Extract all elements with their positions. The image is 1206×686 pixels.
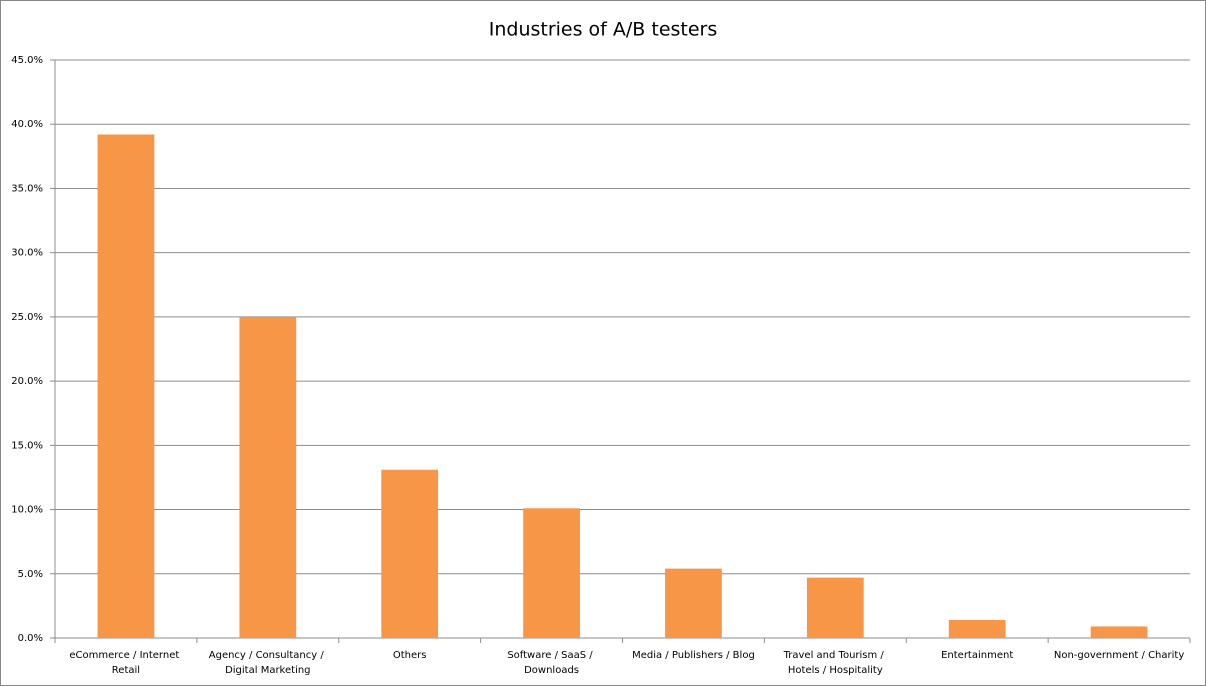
y-tick-label: 45.0% [11,55,43,66]
bar [665,568,722,638]
y-tick-label: 35.0% [11,183,43,194]
y-tick-label: 20.0% [11,376,43,387]
x-tick-label: Others [393,650,427,661]
y-tick-label: 30.0% [11,248,43,259]
y-tick-label: 0.0% [18,633,43,644]
bar [523,508,580,638]
x-tick-label: Non-government / Charity [1054,650,1184,661]
bar [97,134,155,638]
y-tick-label: 10.0% [11,505,43,516]
chart-title: Industries of A/B testers [489,19,718,41]
x-tick-label: Entertainment [941,650,1013,661]
y-tick-label: 25.0% [11,312,43,323]
x-tick-label: Travel and Tourism / Hotels / Hospitalit… [783,650,887,676]
x-tick-label: Media / Publishers / Blog [632,650,755,661]
y-tick-label: 15.0% [11,440,43,451]
x-tick-label: Software / SaaS / Downloads [507,650,596,676]
y-tick-label: 40.0% [11,119,43,130]
bar [806,577,864,638]
y-tick-label: 5.0% [18,569,43,580]
bar [381,469,439,638]
x-tick-label: eCommerce / Internet Retail [69,650,182,676]
x-tick-label: Agency / Consultancy / Digital Marketing [209,650,327,676]
bar [1090,626,1148,638]
bar [239,316,297,638]
bar [948,620,1006,638]
